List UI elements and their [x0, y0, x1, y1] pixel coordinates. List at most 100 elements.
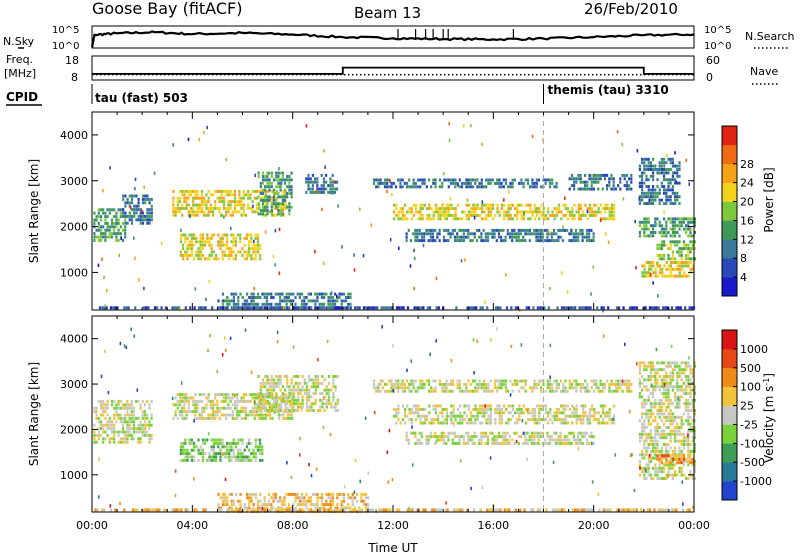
heatmap-cell: [691, 240, 694, 244]
heatmap-cell: [201, 458, 204, 462]
heatmap-cell: [480, 431, 483, 435]
heatmap-cell: [685, 158, 687, 162]
heatmap-cell: [586, 184, 589, 188]
heatmap-cell: [667, 454, 670, 458]
heatmap-cell: [175, 306, 179, 310]
heatmap-cell: [264, 193, 267, 197]
heatmap-cell: [255, 413, 259, 417]
heatmap-cell: [307, 292, 310, 296]
heatmap-cell: [239, 250, 242, 254]
heatmap-cell: [141, 423, 144, 427]
heatmap-cell: [232, 250, 235, 254]
heatmap-cell: [593, 414, 596, 418]
heatmap-cell: [198, 393, 201, 397]
heatmap-cell: [658, 436, 661, 440]
heatmap-cell: [235, 302, 238, 306]
heatmap-cell: [687, 409, 690, 412]
heatmap-cell: [322, 261, 325, 266]
heatmap-cell: [678, 368, 681, 372]
heatmap-cell: [674, 257, 677, 261]
heatmap-cell: [291, 396, 294, 400]
heatmap-cell: [511, 407, 514, 411]
heatmap-cell: [128, 201, 131, 205]
heatmap-cell: [564, 207, 567, 211]
heatmap-cell: [331, 191, 334, 195]
heatmap-cell: [638, 164, 641, 168]
heatmap-cell: [508, 435, 512, 439]
heatmap-cell: [137, 218, 140, 222]
heatmap-cell: [592, 382, 596, 386]
heatmap-cell: [99, 228, 103, 232]
heatmap-cell: [556, 306, 559, 310]
heatmap-cell: [498, 185, 501, 189]
heatmap-cell: [643, 412, 646, 416]
heatmap-cell: [522, 239, 525, 243]
heatmap-cell: [199, 236, 202, 240]
heatmap-cell: [401, 389, 404, 393]
heatmap-cell: [415, 418, 418, 422]
heatmap-cell: [566, 414, 569, 418]
heatmap-cell: [178, 189, 182, 193]
heatmap-cell: [511, 217, 514, 221]
heatmap-cell: [115, 420, 118, 424]
heatmap-cell: [638, 195, 641, 199]
heatmap-cell: [439, 207, 442, 211]
heatmap-cell: [145, 306, 148, 310]
heatmap-cell: [284, 206, 287, 210]
heatmap-cell: [546, 435, 549, 439]
heatmap-cell: [671, 473, 674, 477]
heatmap-cell: [656, 168, 659, 171]
heatmap-cell: [612, 184, 615, 188]
heatmap-cell: [469, 185, 472, 189]
heatmap-cell: [585, 438, 589, 442]
heatmap-cell: [174, 213, 177, 217]
heatmap-cell: [546, 441, 549, 445]
heatmap-cell: [234, 243, 237, 247]
heatmap-cell: [217, 445, 220, 449]
heatmap-cell: [656, 402, 659, 406]
heatmap-cell: [259, 398, 262, 402]
heatmap-cell: [500, 181, 503, 185]
heatmap-cell: [538, 421, 541, 425]
heatmap-cell: [301, 388, 304, 392]
heatmap-cell: [130, 399, 133, 403]
heatmap-cell: [513, 382, 516, 386]
heatmap-cell: [234, 236, 237, 240]
heatmap-cell: [194, 213, 197, 217]
heatmap-cell: [476, 185, 479, 189]
heatmap-cell: [297, 402, 300, 406]
heatmap-cell: [314, 381, 317, 385]
heatmap-cell: [537, 441, 540, 445]
heatmap-cell: [483, 411, 486, 415]
heatmap-cell: [404, 421, 407, 425]
heatmap-cell: [676, 195, 679, 199]
heatmap-cell: [279, 188, 282, 192]
heatmap-cell: [641, 220, 644, 224]
heatmap-cell: [674, 243, 677, 247]
heatmap-cell: [580, 421, 583, 425]
heatmap-cell: [449, 197, 452, 201]
heatmap-cell: [483, 404, 486, 408]
heatmap-cell: [303, 378, 306, 382]
heatmap-cell: [645, 271, 648, 275]
heatmap-cell: [251, 189, 254, 193]
heatmap-cell: [672, 261, 675, 264]
heatmap-cell: [240, 203, 243, 207]
heatmap-cell: [294, 409, 298, 412]
heatmap-cell: [608, 386, 611, 390]
heatmap-cell: [680, 264, 684, 268]
heatmap-cell: [182, 452, 185, 456]
heatmap-cell: [248, 306, 251, 310]
heatmap-cell: [652, 231, 655, 234]
heatmap-cell: [305, 392, 309, 395]
heatmap-cell: [478, 207, 481, 211]
heatmap-cell: [502, 431, 505, 435]
heatmap-cell: [456, 407, 459, 411]
heatmap-cell: [595, 177, 598, 181]
heatmap-cell: [687, 274, 690, 278]
heatmap-cell: [450, 414, 453, 418]
heatmap-cell: [217, 243, 220, 247]
heatmap-cell: [647, 443, 650, 446]
heatmap-cell: [336, 306, 339, 310]
heatmap-cell: [124, 232, 127, 236]
